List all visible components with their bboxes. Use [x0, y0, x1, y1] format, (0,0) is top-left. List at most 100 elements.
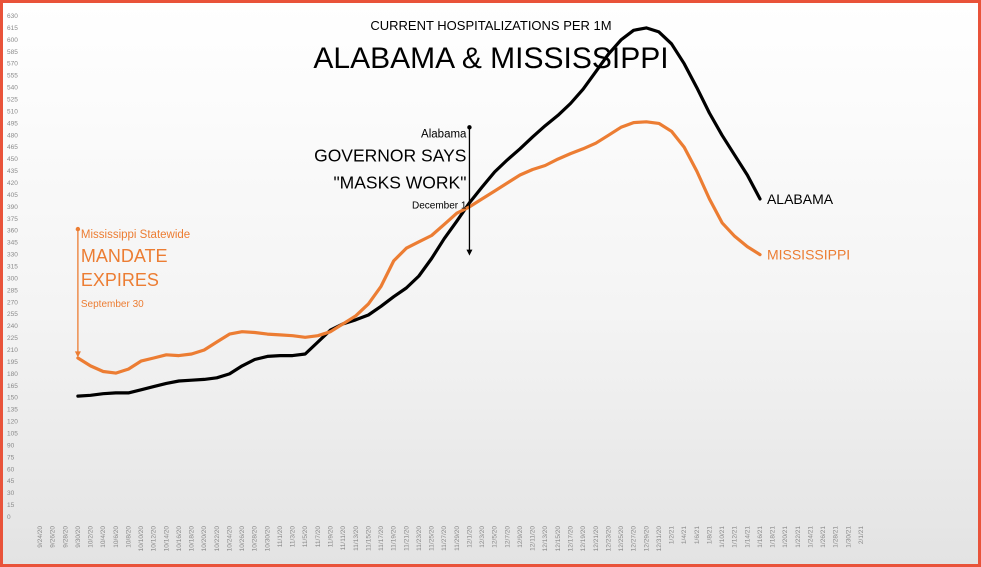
x-tick-label: 12/1/20 — [466, 526, 473, 548]
x-tick-label: 2/1/21 — [858, 526, 865, 544]
x-tick-label: 12/11/20 — [530, 526, 537, 551]
y-tick-label: 105 — [7, 431, 18, 438]
x-tick-label: 11/29/20 — [454, 526, 461, 551]
y-tick-label: 510 — [7, 108, 18, 115]
y-tick-label: 0 — [7, 514, 11, 521]
y-tick-label: 330 — [7, 252, 18, 259]
y-tick-label: 390 — [7, 204, 18, 211]
x-tick-label: 1/20/21 — [782, 526, 789, 548]
y-tick-label: 570 — [7, 61, 18, 68]
series-line-mississippi — [76, 120, 762, 375]
x-tick-label: 10/2/20 — [88, 526, 95, 548]
x-tick-label: 12/13/20 — [542, 526, 549, 552]
x-tick-label: 10/14/20 — [163, 526, 170, 552]
x-tick-label: 10/8/20 — [125, 526, 132, 548]
mississippi-mandate-text-3: EXPIRES — [81, 270, 159, 290]
y-tick-label: 585 — [7, 49, 18, 56]
x-tick-label: 10/22/20 — [214, 526, 221, 552]
x-tick-label: 1/22/21 — [795, 526, 802, 548]
x-tick-label: 11/3/20 — [290, 526, 297, 548]
y-tick-label: 360 — [7, 228, 18, 235]
x-tick-label: 10/10/20 — [138, 526, 145, 552]
x-tick-label: 1/4/21 — [681, 526, 688, 544]
x-tick-label: 9/26/20 — [50, 526, 57, 548]
x-tick-label: 12/15/20 — [555, 526, 562, 552]
y-tick-label: 315 — [7, 264, 18, 271]
mississippi-mandate-text-4: September 30 — [81, 299, 144, 310]
x-tick-label: 11/27/20 — [441, 526, 448, 551]
x-tick-label: 1/24/21 — [807, 526, 814, 548]
y-tick-label: 90 — [7, 442, 15, 449]
x-tick-label: 11/9/20 — [328, 526, 335, 548]
y-tick-label: 225 — [7, 335, 18, 342]
y-tick-label: 195 — [7, 359, 18, 366]
y-tick-label: 450 — [7, 156, 18, 163]
y-tick-label: 615 — [7, 25, 18, 32]
alabama-governor-arrow-tail — [467, 125, 472, 130]
x-tick-label: 12/9/20 — [517, 526, 524, 548]
x-tick-label: 1/30/21 — [845, 526, 852, 548]
y-tick-label: 420 — [7, 180, 18, 187]
alabama-governor-text-2: GOVERNOR SAYS — [314, 145, 466, 165]
mississippi-mandate-arrow-tail — [75, 226, 81, 232]
x-tick-label: 10/18/20 — [189, 526, 196, 552]
x-tick-label: 1/12/21 — [732, 526, 739, 548]
x-tick-label: 12/5/20 — [492, 526, 499, 548]
x-tick-label: 1/16/21 — [757, 526, 764, 548]
chart-title: ALABAMA & MISSISSIPPI — [313, 42, 668, 75]
x-tick-label: 10/20/20 — [201, 526, 208, 552]
y-tick-label: 270 — [7, 299, 18, 306]
chart-subtitle: CURRENT HOSPITALIZATIONS PER 1M — [370, 18, 611, 33]
x-tick-label: 12/25/20 — [618, 526, 625, 552]
y-tick-label: 120 — [7, 419, 18, 426]
y-tick-label: 240 — [7, 323, 18, 330]
x-tick-label: 10/26/20 — [239, 526, 246, 552]
y-axis: 0 15 30 45 60 75 90 105 120 135 150 165 180 195 210 225… — [7, 13, 18, 521]
x-tick-label: 11/5/20 — [302, 526, 309, 548]
series-label-mississippi: MISSISSIPPI — [767, 247, 850, 263]
series-label-alabama: ALABAMA — [767, 191, 834, 207]
x-tick-label: 1/28/21 — [833, 526, 840, 548]
x-tick-label: 12/27/20 — [631, 526, 638, 552]
x-tick-label: 1/8/21 — [706, 526, 713, 544]
x-tick-label: 10/24/20 — [226, 526, 233, 552]
y-tick-label: 15 — [7, 502, 15, 509]
x-tick-label: 12/23/20 — [605, 526, 612, 552]
y-tick-label: 465 — [7, 144, 18, 151]
x-tick-label: 11/17/20 — [378, 526, 385, 551]
alabama-governor-text-3: "MASKS WORK" — [333, 172, 466, 192]
y-tick-label: 555 — [7, 73, 18, 80]
x-tick-label: 9/30/20 — [75, 526, 82, 548]
y-tick-label: 300 — [7, 275, 18, 282]
alabama-governor-arrow-head — [466, 249, 473, 256]
x-tick-label: 12/7/20 — [504, 526, 511, 548]
series-layer: ALABAMA MISSISSIPPI — [76, 26, 850, 398]
y-tick-label: 255 — [7, 311, 18, 318]
mississippi-mandate-arrow-head — [74, 351, 81, 358]
y-tick-label: 285 — [7, 287, 18, 294]
x-tick-label: 1/10/21 — [719, 526, 726, 548]
y-tick-label: 525 — [7, 97, 18, 104]
x-tick-label: 11/25/20 — [429, 526, 436, 551]
x-tick-label: 10/12/20 — [151, 526, 158, 552]
y-tick-label: 345 — [7, 240, 18, 247]
chart: CURRENT HOSPITALIZATIONS PER 1M ALABAMA … — [7, 13, 865, 552]
x-tick-label: 9/24/20 — [37, 526, 44, 548]
y-tick-label: 600 — [7, 37, 18, 44]
x-tick-label: 11/1/20 — [277, 526, 284, 548]
y-tick-label: 60 — [7, 466, 15, 473]
alabama-governor-text-1: Alabama — [421, 128, 467, 140]
x-tick-label: 1/18/21 — [770, 526, 777, 548]
x-tick-label: 10/16/20 — [176, 526, 183, 552]
mississippi-mandate-text-1: Mississippi Statewide — [81, 229, 190, 241]
chart-frame: CURRENT HOSPITALIZATIONS PER 1M ALABAMA … — [3, 3, 978, 564]
x-tick-label: 1/14/21 — [744, 526, 751, 548]
x-tick-label: 1/2/21 — [669, 526, 676, 544]
x-tick-label: 11/23/20 — [416, 526, 423, 551]
mississippi-mandate-text-2: MANDATE — [81, 246, 168, 266]
x-tick-label: 12/21/20 — [593, 526, 600, 552]
x-tick-label: 10/28/20 — [252, 526, 259, 552]
x-tick-label: 1/6/21 — [694, 526, 701, 544]
series-line-alabama — [76, 26, 762, 398]
x-tick-label: 12/29/20 — [643, 526, 650, 552]
